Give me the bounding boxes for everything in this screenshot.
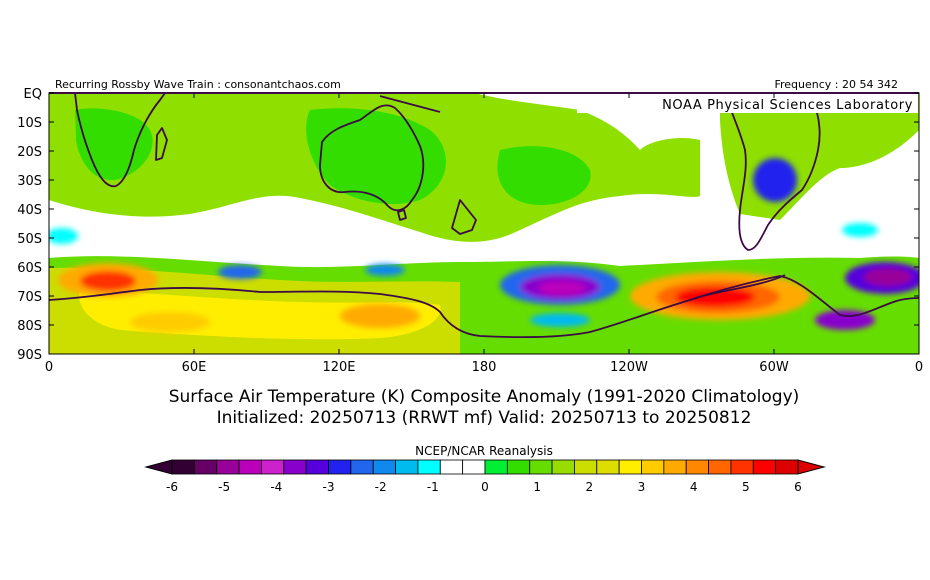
colorbar-swatch — [752, 459, 777, 475]
colorbar-tick-label: 6 — [794, 480, 802, 494]
colorbar-swatch — [484, 459, 508, 475]
colorbar-swatch — [551, 459, 575, 475]
anomaly-field — [49, 93, 919, 354]
colorbar-tick-label: -3 — [323, 480, 335, 494]
colorbar-swatch — [328, 459, 352, 475]
colorbar-swatch — [417, 459, 441, 475]
anomaly-cold-samerica — [753, 158, 797, 202]
colorbar-tick-label: -1 — [427, 480, 439, 494]
latitude-axis: EQ 10S 20S 30S 40S 50S 60S 70S 80S 90S — [17, 87, 919, 363]
anomaly-warm-core-90w-70s — [675, 287, 755, 307]
colorbar-arrow-low — [144, 459, 173, 475]
anomaly-cold-core-10w-65s — [864, 268, 912, 286]
colorbar-tick-label: 4 — [690, 480, 698, 494]
colorbar-swatch — [462, 459, 486, 475]
longitude-axis: 0 60E 120E 180 120W 60W 0 — [45, 93, 923, 375]
coastline-antarctic-peninsula — [689, 274, 786, 301]
colorbar-tick-label: -5 — [218, 480, 230, 494]
title-line-1: Surface Air Temperature (K) Composite An… — [169, 387, 800, 407]
colorbar-swatch — [395, 459, 419, 475]
lat-tick-label: 30S — [17, 174, 42, 189]
colorbar-swatch — [216, 459, 240, 475]
colorbar-swatch — [171, 459, 195, 475]
colorbar-swatch — [529, 459, 553, 475]
lon-tick-label: 60E — [182, 360, 207, 375]
colorbar-swatch — [596, 459, 620, 475]
colorbar-swatch — [261, 459, 285, 475]
anomaly-area-green-africa — [75, 108, 153, 181]
header-right-text: Frequency : 20 54 342 — [774, 78, 898, 91]
colorbar-tick-label: 1 — [533, 480, 541, 494]
colorbar-swatch — [439, 459, 464, 475]
colorbar-swatch — [238, 459, 262, 475]
colorbar-swatch — [574, 459, 598, 475]
colorbar: -6 -5 -4 -3 -2 -1 0 1 2 3 4 5 6 — [144, 459, 826, 494]
lat-tick-label: 50S — [17, 232, 42, 247]
colorbar-swatch — [193, 459, 218, 475]
anomaly-warm-40e-80s — [130, 312, 210, 332]
colorbar-swatch — [506, 459, 531, 475]
colorbar-tick-label: 2 — [586, 480, 594, 494]
lat-tick-label: 80S — [17, 319, 42, 334]
colorbar-swatch — [305, 459, 329, 475]
colorbar-swatch — [350, 459, 374, 475]
anomaly-warm-120e-80s — [340, 304, 420, 328]
lat-tick-label: 10S — [17, 116, 42, 131]
lon-tick-label: 120E — [322, 360, 355, 375]
anomaly-cold-160w-80s — [530, 313, 590, 327]
colorbar-swatch — [283, 459, 307, 475]
coastline-australia — [319, 104, 425, 212]
anomaly-cold-core-150w-68s — [538, 281, 586, 295]
coastline-africa — [74, 93, 166, 188]
colorbar-swatch — [685, 459, 709, 475]
coastline-madagascar — [155, 127, 168, 161]
colorbar-arrow-high — [797, 459, 826, 475]
lab-label-background — [577, 94, 918, 113]
colorbar-swatch — [663, 459, 687, 475]
colorbar-tick-label: -2 — [375, 480, 387, 494]
coastline-new-zealand — [451, 199, 477, 235]
lat-tick-label: 40S — [17, 203, 42, 218]
anomaly-area-green-australia — [306, 108, 447, 205]
colorbar-swatch — [775, 459, 799, 475]
lon-tick-label: 0 — [45, 360, 53, 375]
colorbar-tick-label: -4 — [270, 480, 282, 494]
colorbar-swatch — [708, 459, 732, 475]
coastline-new-guinea — [379, 95, 441, 113]
colorbar-source-label: NCEP/NCAR Reanalysis — [415, 444, 553, 458]
colorbar-tick-label: 0 — [481, 480, 489, 494]
lon-tick-label: 120W — [610, 360, 648, 375]
anomaly-cold-80e-65s — [218, 265, 262, 279]
lat-tick-label: 20S — [17, 145, 42, 160]
lon-tick-label: 60W — [759, 360, 789, 375]
colorbar-swatch — [618, 459, 642, 475]
lab-label: NOAA Physical Sciences Laboratory — [662, 98, 913, 113]
coastlines — [49, 93, 919, 339]
map-panel: NOAA Physical Sciences Laboratory EQ 10S 2… — [17, 87, 923, 375]
lon-tick-label: 0 — [915, 360, 923, 375]
coastline-antarctica — [49, 275, 919, 339]
header-left-text: Recurring Rossby Wave Train : consonantc… — [55, 78, 341, 91]
lat-tick-label: EQ — [24, 87, 42, 102]
anomaly-area-green-pacific — [497, 146, 591, 205]
colorbar-swatch — [641, 459, 665, 475]
colorbar-tick-label: 5 — [742, 480, 750, 494]
lon-tick-label: 180 — [472, 360, 497, 375]
lat-tick-label: 60S — [17, 261, 42, 276]
colorbar-swatch — [372, 459, 396, 475]
title-line-2: Initialized: 20250713 (RRWT mf) Valid: 2… — [217, 408, 752, 428]
anomaly-cold-30w-45s — [842, 223, 878, 237]
anomaly-cold-130e-65s — [365, 264, 405, 276]
lat-tick-label: 70S — [17, 290, 42, 305]
anomaly-cold-0e-45s — [49, 228, 78, 244]
colorbar-tick-label: 3 — [638, 480, 646, 494]
colorbar-tick-label: -6 — [166, 480, 178, 494]
lat-tick-label: 90S — [17, 348, 42, 363]
anomaly-warm-core-20e-65s — [80, 271, 136, 291]
coastline-tasmania — [397, 209, 407, 221]
colorbar-swatch — [730, 459, 754, 475]
coastline-south-america — [724, 93, 821, 251]
